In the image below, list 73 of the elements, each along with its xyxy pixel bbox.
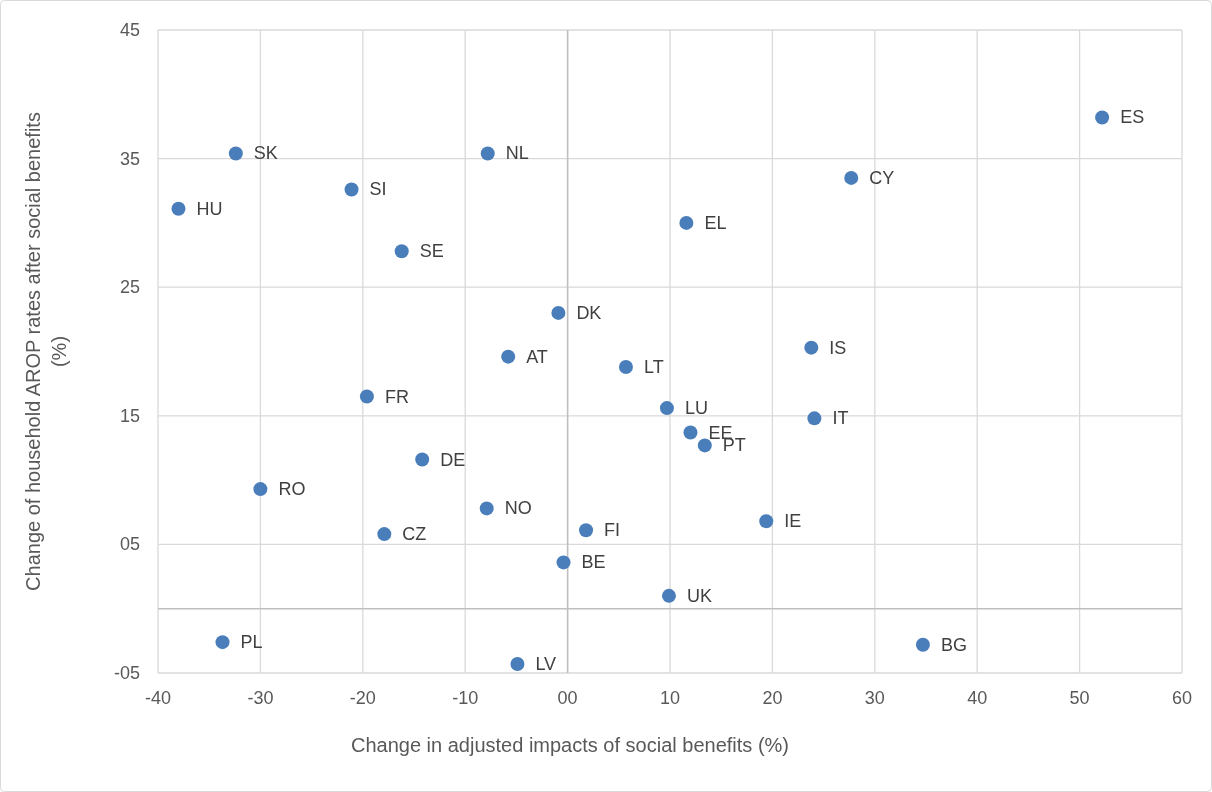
point [415,452,430,467]
x-tick-label: 00 [557,688,578,708]
point [510,657,525,671]
y-tick-label: 35 [119,148,140,169]
data-label: FR [384,386,409,407]
y-tick-label: 25 [119,277,140,298]
point [804,340,819,355]
data-label: IE [784,511,802,532]
point [697,438,712,453]
data-label: LV [535,654,557,674]
data-label: FI [604,520,621,541]
point [551,305,566,320]
point [683,425,698,440]
data-label: CZ [402,524,427,545]
data-label: UK [686,585,712,606]
data-label: CY [869,167,895,188]
point [579,523,594,538]
data-label: IS [829,337,847,358]
point [253,482,268,497]
data-label: LU [684,398,708,419]
data-label: AT [526,346,548,367]
x-tick-label: 50 [1069,688,1090,708]
point [807,411,822,426]
point [661,588,676,603]
point [171,201,186,216]
data-label: IT [832,408,849,429]
data-label: SK [253,143,278,164]
point [377,527,392,542]
x-tick-label: 10 [659,688,681,708]
data-label: PL [240,632,263,653]
point [215,635,230,650]
x-tick-label: 20 [762,688,783,708]
data-label: LT [643,356,664,377]
y-tick-label: 45 [119,20,140,40]
point [915,637,930,652]
data-label: EL [704,212,727,233]
y-tick-label: -05 [113,663,140,683]
x-tick-label: 30 [864,688,885,708]
point [556,555,571,570]
y-axis-title: Change of household AROP rates after social benefits (%) [22,112,70,591]
y-tick-label: 05 [119,534,140,555]
point [394,244,409,259]
data-label: NL [505,143,529,164]
point [659,401,674,416]
point [480,146,495,161]
point [844,170,859,185]
point [759,514,774,529]
data-label: DE [440,449,466,470]
data-label: BG [940,634,967,655]
x-axis-title: Change in adjusted impacts of social benefits (%) [350,734,790,756]
x-tick-label: -40 [144,688,172,708]
x-tick-label: -30 [247,688,274,708]
point [1095,110,1110,125]
x-tick-label: 40 [967,688,988,708]
data-label: DK [576,302,602,323]
data-label: NO [504,498,532,519]
point [501,349,516,364]
point [479,501,494,516]
y-tick-label: 15 [119,405,140,426]
data-label: HU [196,198,223,219]
data-label: ES [1120,107,1145,128]
x-tick-label: 60 [1171,688,1193,708]
data-label: RO [278,479,306,500]
data-label: BE [581,552,606,573]
point [359,389,374,404]
data-label: SE [419,241,444,262]
data-label: SI [369,179,387,200]
point [228,146,243,161]
point [344,182,359,197]
point [618,359,633,374]
x-tick-label: -10 [452,688,479,708]
point [679,215,694,230]
x-tick-label: -20 [349,688,376,708]
